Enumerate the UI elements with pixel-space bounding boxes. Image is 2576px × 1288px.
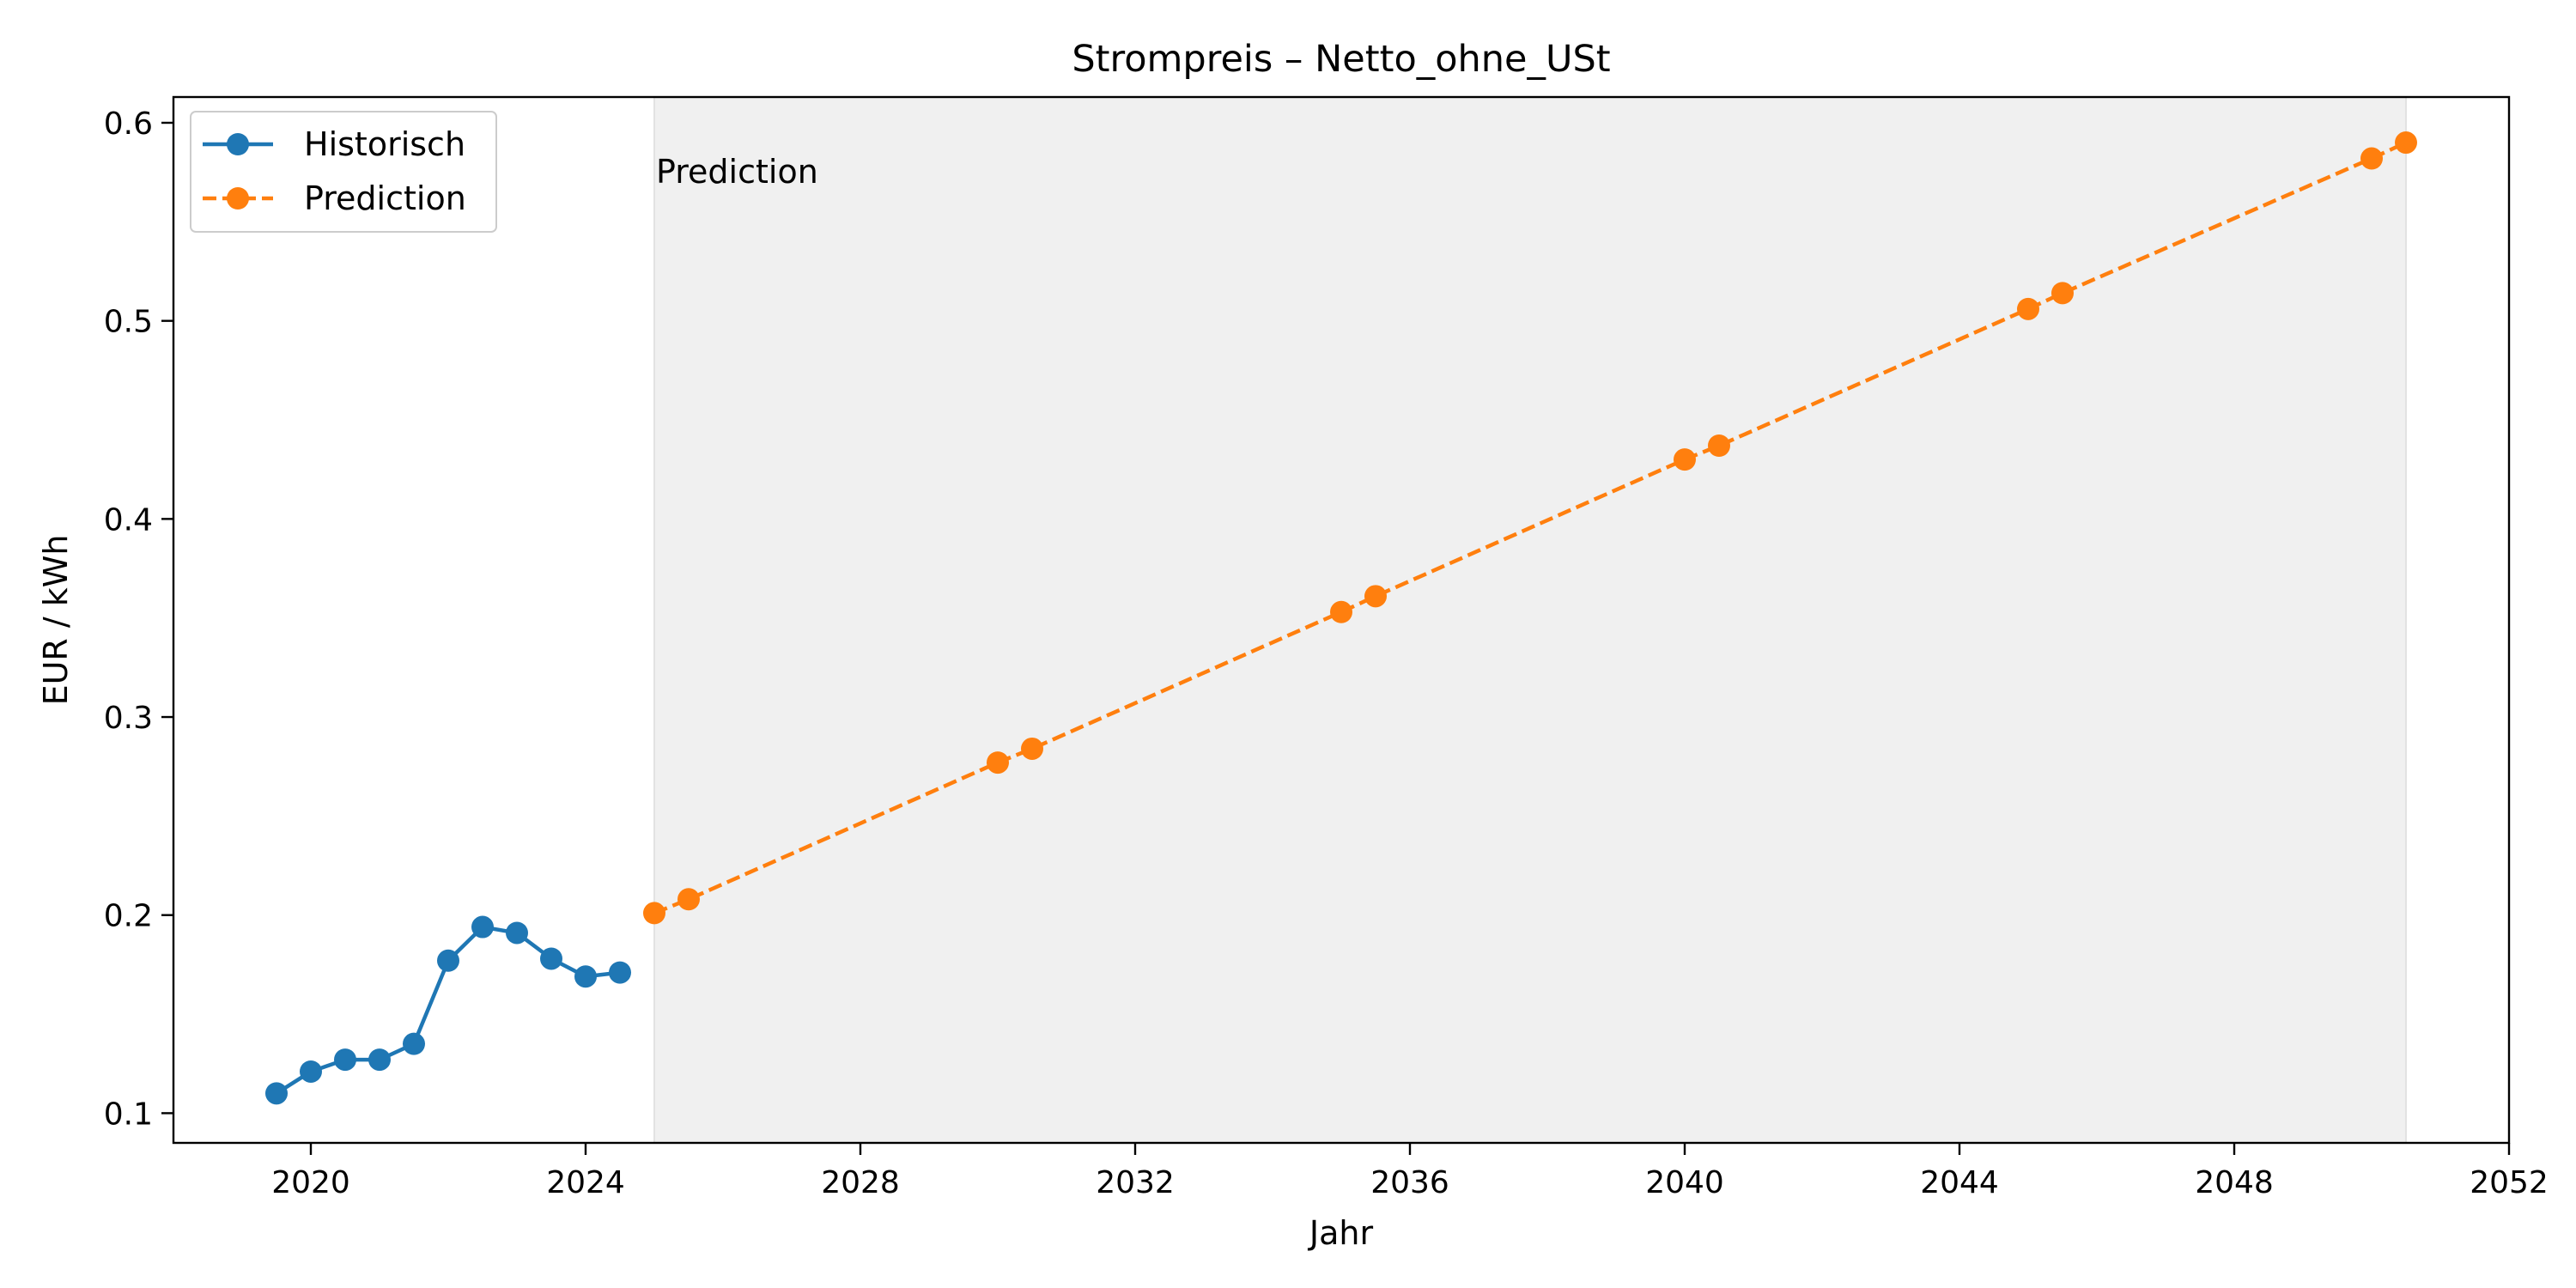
prediction-region-label: Prediction (656, 153, 818, 191)
x-tick-label: 2020 (271, 1165, 350, 1200)
prediction-shaded-region (653, 96, 2407, 1144)
y-axis-label: EUR / kWh (37, 535, 75, 706)
legend-marker-1 (227, 133, 249, 155)
x-tick-label: 2044 (1920, 1165, 1999, 1200)
series-1-point (403, 1032, 425, 1055)
series-2-point (1364, 585, 1387, 608)
series-2-point (1021, 737, 1043, 760)
legend-box (190, 111, 497, 233)
series-2-point (2395, 131, 2417, 155)
x-axis: 2020 2024 2028 2032 2036 2040 2044 2048 2052 (271, 1143, 2549, 1200)
series-2-point (1708, 434, 1730, 457)
series-2-point (2017, 297, 2039, 320)
legend-entry-2: Prediction (304, 179, 466, 217)
x-tick-label: 2036 (1370, 1165, 1449, 1200)
legend-marker-2 (227, 187, 249, 210)
series-2-point (677, 888, 700, 911)
series-2-point (987, 751, 1009, 775)
series-1-point (334, 1048, 356, 1072)
series-line-2 (653, 141, 2407, 915)
x-tick-label: 2032 (1096, 1165, 1175, 1200)
series-1-point (368, 1048, 391, 1072)
y-tick-label: 0.1 (104, 1097, 153, 1132)
y-tick-label: 0.3 (104, 701, 153, 736)
y-tick-label: 0.6 (104, 106, 153, 142)
series-1-point (300, 1060, 322, 1083)
x-tick-label: 2028 (821, 1165, 900, 1200)
y-tick-label: 0.4 (104, 502, 153, 538)
x-tick-label: 2024 (546, 1165, 625, 1200)
series-2-point (2051, 282, 2074, 305)
legend-entry-1: Historisch (304, 125, 465, 163)
x-tick-label: 2052 (2470, 1165, 2549, 1200)
series-1-point (609, 961, 631, 984)
plot-frame (172, 95, 2511, 1145)
series-2-point (1330, 600, 1352, 623)
series-layer (265, 131, 2417, 1105)
series-1-point (574, 965, 597, 988)
chart-title: Strompreis – Netto_ohne_USt (1072, 38, 1610, 81)
series-1-point (506, 921, 528, 945)
x-axis-label: Jahr (1308, 1214, 1374, 1252)
series-1-point (540, 947, 562, 970)
x-tick-label: 2048 (2195, 1165, 2274, 1200)
series-1-point (265, 1082, 288, 1105)
y-tick-label: 0.2 (104, 899, 153, 934)
series-1-point (471, 915, 494, 939)
x-tick-label: 2040 (1645, 1165, 1724, 1200)
series-1-point (437, 949, 459, 972)
series-2-point (643, 902, 665, 925)
series-2-point (1674, 448, 1696, 471)
series-2-point (2360, 147, 2383, 170)
legend: Historisch Prediction (190, 111, 497, 233)
y-axis: 0.1 0.2 0.3 0.4 0.5 0.6 (104, 106, 173, 1132)
y-tick-label: 0.5 (104, 305, 153, 340)
